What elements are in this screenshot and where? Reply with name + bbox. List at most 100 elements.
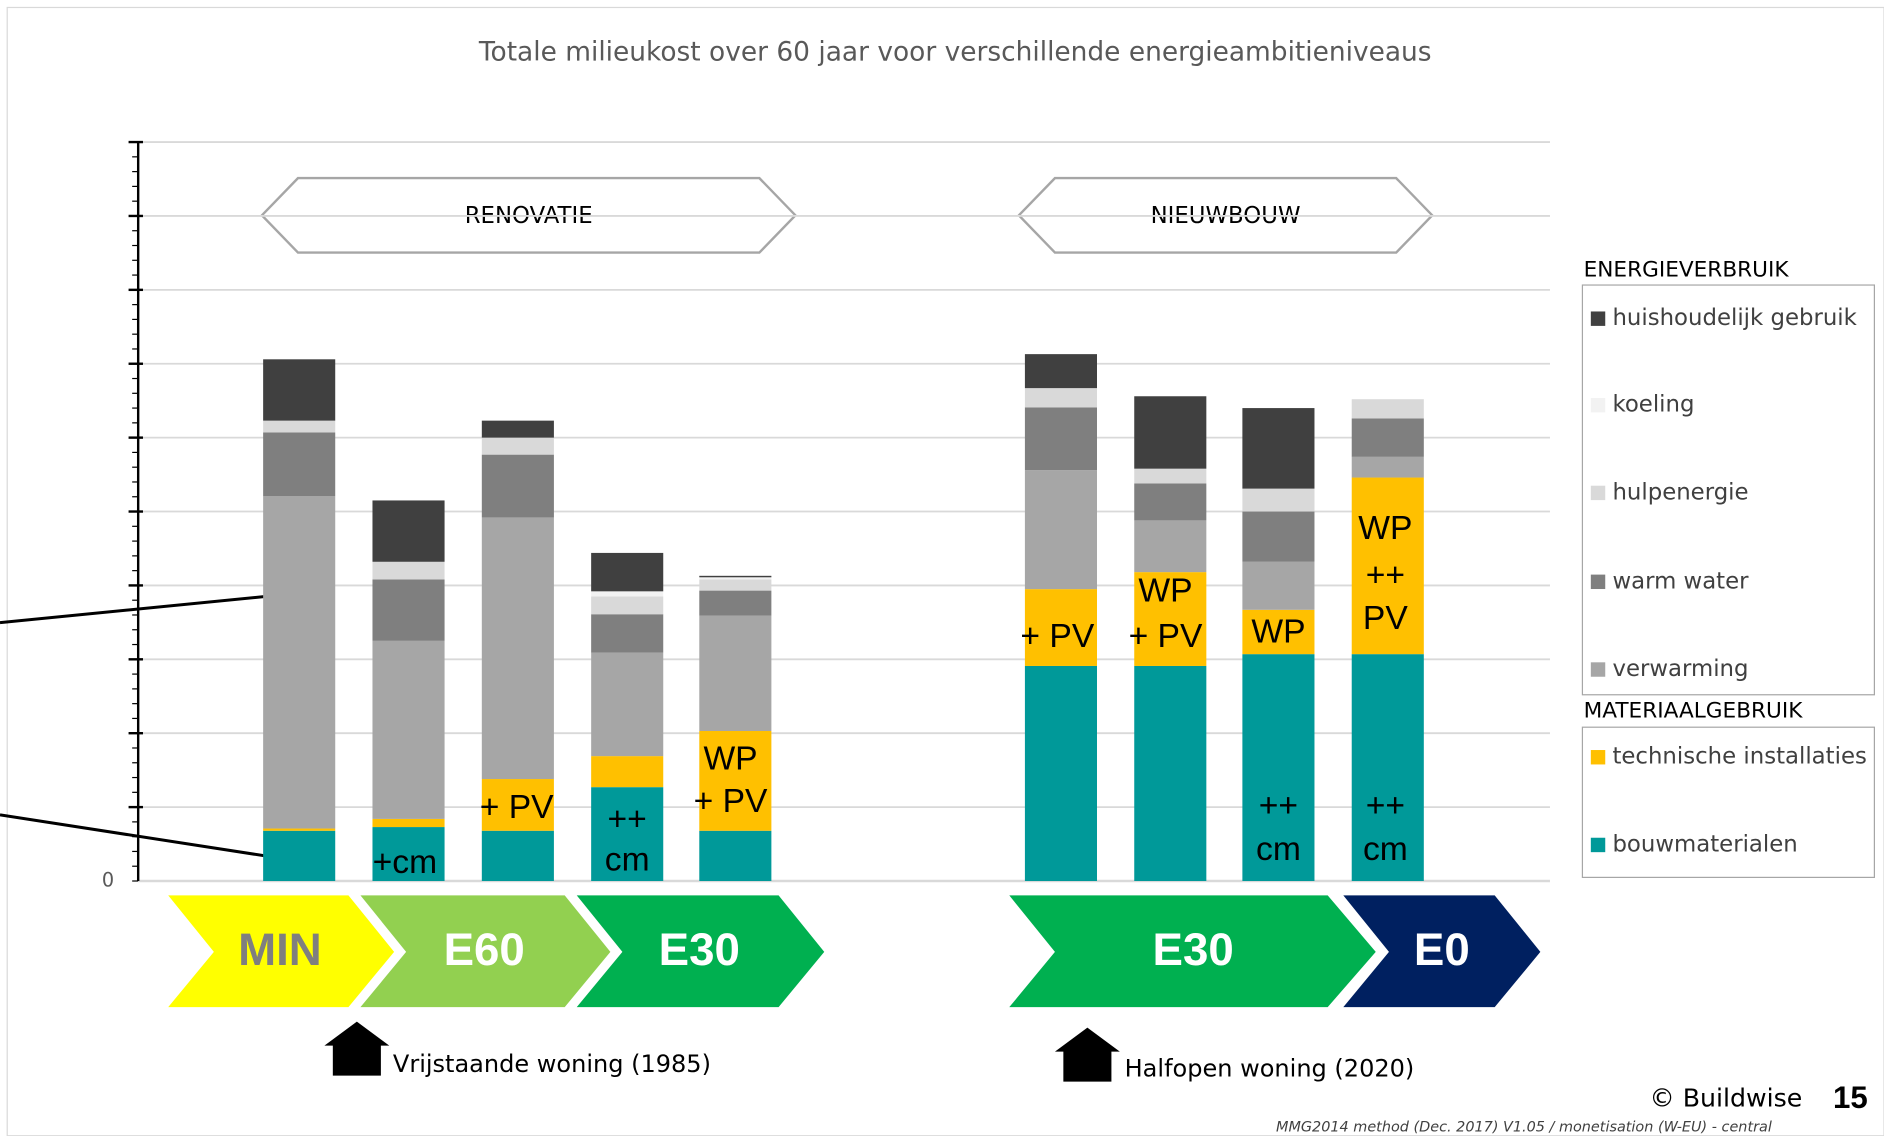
legend-label: hulpenergie (1612, 479, 1748, 505)
legend-swatch (1590, 397, 1606, 413)
bar-label: cm (1256, 831, 1301, 868)
bar-segment (1024, 354, 1097, 389)
level-label: MIN (238, 924, 322, 975)
bar-segment (1242, 511, 1315, 562)
y-tick-label: 0 (102, 868, 114, 891)
bar-segment (1134, 468, 1207, 484)
level-label: E30 (1153, 924, 1234, 975)
caption: Halfopen woning (2020) (1125, 1055, 1415, 1083)
level-arrow (576, 895, 825, 1008)
bar-segment (372, 827, 445, 881)
house-icon (324, 1021, 390, 1076)
bar-segment (481, 437, 554, 455)
bar-segment (1242, 408, 1315, 489)
bar-segment (591, 596, 664, 615)
bar-label: cm (1363, 831, 1408, 868)
bar-segment (372, 500, 445, 562)
bar-segment (591, 787, 664, 881)
bar-segment (1134, 520, 1207, 573)
bar-label: + PV (480, 789, 554, 826)
legend-label: verwarming (1612, 656, 1748, 682)
bar-segment (591, 652, 664, 757)
bar-segment (481, 517, 554, 780)
bar-segment (1134, 665, 1207, 881)
bar-label: + PV (694, 783, 768, 820)
legend-swatch (1590, 485, 1606, 501)
bar-segment (699, 830, 772, 881)
bar-label: WP (703, 741, 757, 778)
bar-segment (263, 496, 336, 829)
bar-label: ++ (1259, 788, 1298, 825)
level-arrow (1009, 895, 1376, 1008)
page-number: 15 (1833, 1080, 1868, 1115)
bar-segment (1024, 388, 1097, 408)
bar-segment (1242, 561, 1315, 610)
bar-segment (1134, 396, 1207, 469)
bar-segment (263, 828, 336, 831)
bar-label: WP (1251, 613, 1305, 650)
bar-label: + PV (1020, 618, 1094, 655)
copyright: © Buildwise (1649, 1084, 1802, 1113)
bar-segment (699, 575, 772, 578)
house-icon (1054, 1027, 1120, 1082)
chart-title: Totale milieukost over 60 jaar voor vers… (478, 37, 1432, 68)
bar-segment (1242, 609, 1315, 655)
source: MMG2014 method (Dec. 2017) V1.05 / monet… (1276, 1119, 1772, 1135)
bar-segment (263, 432, 336, 497)
caption: Vrijstaande woning (1985) (393, 1050, 711, 1078)
bar-label: + PV (1129, 618, 1203, 655)
legend-header: MATERIAALGEBRUIK (1584, 699, 1804, 724)
bar-segment (699, 577, 772, 580)
legend-label: bouwmaterialen (1612, 831, 1797, 857)
bar-segment (699, 579, 772, 591)
callout-line (0, 813, 281, 860)
legend-swatch (1590, 574, 1606, 590)
bar-segment (591, 756, 664, 788)
level-arrow (168, 895, 395, 1008)
legend-label: warm water (1612, 568, 1749, 594)
bar-segment (1242, 488, 1315, 512)
bar-label: ++ (1366, 788, 1405, 825)
bar-segment (263, 420, 336, 433)
bar-label: cm (605, 842, 650, 879)
bar-segment (1024, 665, 1097, 881)
bar-segment (1351, 456, 1424, 478)
bar-segment (263, 830, 336, 881)
legend-label: technische installaties (1612, 744, 1866, 770)
bar-label: ++ (1366, 557, 1405, 594)
bar-segment (699, 615, 772, 731)
bar-segment (591, 614, 664, 653)
bar-label: WP (1138, 573, 1192, 610)
bar-segment (1351, 399, 1424, 419)
bar-label: ++ (608, 801, 647, 838)
bar-segment (591, 591, 664, 597)
bar-segment (372, 561, 445, 580)
legend-label: huishoudelijk gebruik (1612, 305, 1857, 331)
bar-segment (372, 579, 445, 641)
bar-label: PV (1363, 600, 1408, 637)
legend-box (1581, 284, 1875, 696)
bar-segment (1242, 654, 1315, 881)
bar-segment (481, 830, 554, 881)
level-label: E60 (444, 924, 525, 975)
bar-segment (1024, 470, 1097, 590)
level-arrow (1343, 895, 1541, 1008)
bar-segment (481, 454, 554, 518)
bar-segment (481, 779, 554, 831)
legend-header: ENERGIEVERBRUIK (1584, 258, 1790, 283)
bar-segment (372, 640, 445, 819)
legend-swatch (1590, 837, 1606, 853)
legend-swatch (1590, 662, 1606, 677)
bar-segment (1351, 654, 1424, 881)
bar-label: WP (1358, 510, 1412, 547)
bar-segment (1024, 589, 1097, 666)
bar-segment (263, 359, 336, 421)
level-arrow (360, 895, 611, 1008)
bar-segment (591, 552, 664, 592)
bar-segment (1351, 477, 1424, 655)
legend-label: koeling (1612, 392, 1694, 418)
level-label: E0 (1414, 924, 1470, 975)
bar-segment (1024, 407, 1097, 471)
